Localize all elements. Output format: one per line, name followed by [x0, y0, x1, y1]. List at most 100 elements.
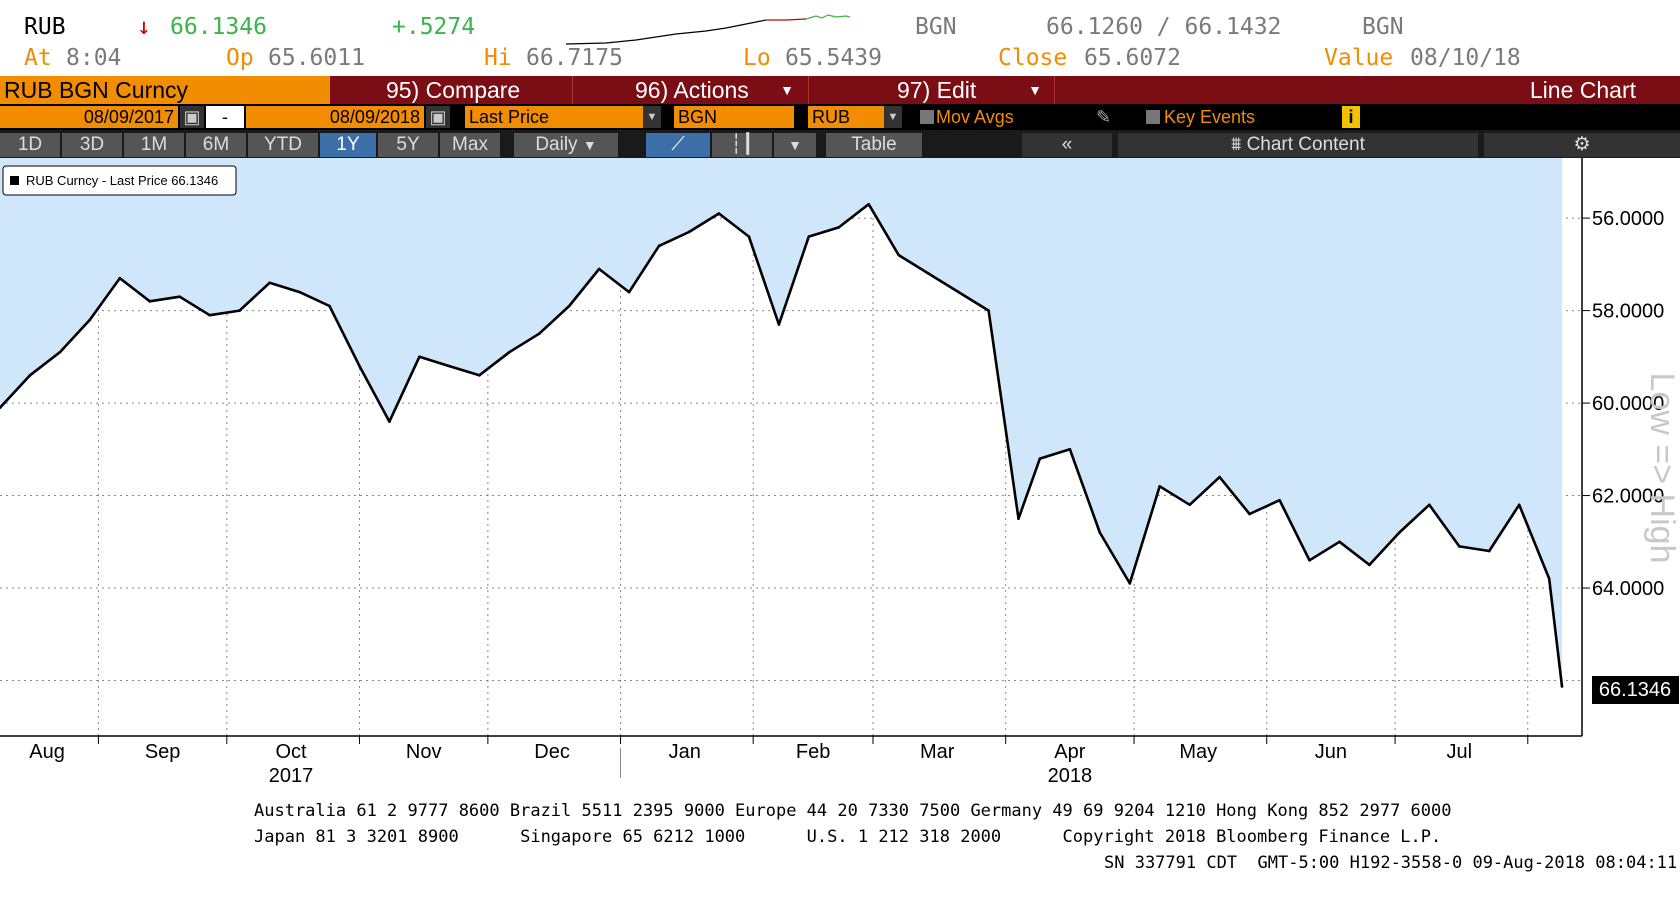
series-area — [0, 158, 1562, 687]
chevron-down-icon[interactable]: ▼ — [643, 106, 661, 128]
data-point — [567, 304, 571, 308]
info-icon[interactable]: i — [1342, 106, 1360, 128]
close-label: Close — [998, 45, 1068, 71]
data-point — [1188, 503, 1191, 507]
data-point — [58, 350, 62, 354]
x-tick-label: Oct — [275, 741, 307, 763]
legend-box — [2, 165, 237, 196]
edit-label: 97) Edit — [897, 77, 977, 103]
key-events-checkbox[interactable] — [1146, 110, 1160, 124]
data-point — [507, 350, 511, 354]
currency-field[interactable]: RUB — [808, 106, 884, 128]
period-button-ytd[interactable]: YTD — [248, 133, 318, 157]
collapse-button[interactable]: « — [1022, 133, 1112, 157]
data-point — [298, 290, 301, 294]
x-tick-label: Sep — [145, 741, 181, 763]
down-arrow-icon: ↓ — [137, 14, 151, 40]
chevron-down-icon[interactable]: ▼ — [774, 133, 816, 157]
data-point — [1517, 503, 1521, 507]
chevron-down-icon: ▼ — [1028, 82, 1042, 98]
compare-button[interactable]: 95) Compare — [386, 77, 521, 103]
chart-type-title: Line Chart — [1054, 76, 1680, 104]
bid-source: BGN — [915, 14, 957, 40]
chart-content-label: Chart Content — [1246, 134, 1365, 155]
legend-swatch — [10, 176, 19, 185]
data-point — [448, 364, 451, 368]
x-tick-label: Nov — [406, 741, 442, 763]
source-field[interactable]: BGN — [674, 106, 794, 128]
data-point — [627, 290, 631, 294]
start-date-field[interactable]: 08/09/2017 — [0, 106, 178, 128]
chevron-down-icon: ▼ — [582, 137, 597, 153]
last-value-label: 66.1346 — [1599, 679, 1671, 701]
data-point — [1308, 558, 1311, 562]
value-date-label: Value — [1324, 45, 1394, 71]
pencil-icon[interactable]: ✎ — [1096, 107, 1112, 127]
low-value: 65.5439 — [785, 45, 882, 71]
chevron-down-icon[interactable]: ▼ — [884, 106, 902, 128]
price-field-select[interactable]: Last Price — [465, 106, 643, 128]
chart-content-icon: ⩩ — [1231, 134, 1242, 155]
edit-menu[interactable]: 97) Edit ▼ — [808, 76, 1050, 104]
end-date-field[interactable]: 08/09/2018 — [246, 106, 424, 128]
x-year-label: 2018 — [1048, 765, 1093, 787]
period-button-1y[interactable]: 1Y — [320, 133, 376, 157]
data-points — [0, 202, 1564, 688]
data-point — [1560, 685, 1564, 688]
period-button-1m[interactable]: 1M — [124, 133, 184, 157]
line-chart-mode-icon[interactable]: ⟋ — [646, 133, 710, 157]
actions-menu[interactable]: 96) Actions ▼ — [572, 76, 802, 104]
period-button-5y[interactable]: 5Y — [378, 133, 438, 157]
data-point — [1457, 545, 1461, 548]
ask-source: BGN — [1362, 14, 1404, 40]
series-line — [0, 202, 1564, 687]
calendar-icon[interactable]: ▣ — [426, 106, 450, 128]
calendar-icon[interactable]: ▣ — [180, 106, 204, 128]
frequency-select[interactable]: Daily ▼ — [514, 133, 618, 157]
data-point — [747, 235, 751, 238]
data-point — [1487, 549, 1491, 553]
period-bar: 1D 3D 1M 6M YTD 1Y 5Y Max Daily ▼ ⟋ ┆┃ ▼ Table … — [0, 130, 1680, 158]
table-button[interactable]: Table — [826, 133, 922, 157]
data-point — [1368, 563, 1371, 567]
period-button-1d[interactable]: 1D — [0, 133, 60, 157]
key-events-label: Key Events — [1164, 107, 1256, 127]
data-point — [1218, 475, 1221, 479]
data-point — [418, 355, 421, 359]
data-point — [208, 313, 211, 317]
x-tick-label: Apr — [1054, 741, 1085, 763]
chevron-down-icon: ▼ — [780, 82, 794, 98]
quote-header: RUB ↓ 66.1346 +.5274 BGN 66.1260 / 66.14… — [0, 0, 1680, 76]
data-point — [867, 202, 871, 206]
security-field[interactable]: RUB BGN Curncy — [0, 76, 330, 104]
high-value: 66.7175 — [526, 45, 623, 71]
bid-ask: 66.1260 / 66.1432 — [1046, 14, 1282, 40]
data-point — [0, 406, 2, 409]
data-point — [148, 300, 152, 303]
period-button-3d[interactable]: 3D — [62, 133, 122, 157]
price-chart[interactable]: 56.0000 58.0000 60.0000 62.0000 64.0000 Aug Se… — [0, 158, 1680, 795]
mov-avgs-checkbox[interactable] — [920, 110, 934, 124]
candle-chart-mode-icon[interactable]: ┆┃ — [712, 133, 772, 157]
y-tick-label: 64.0000 — [1592, 578, 1664, 600]
period-button-max[interactable]: Max — [440, 133, 500, 157]
chart-content-button[interactable]: ⩩ Chart Content — [1118, 133, 1478, 157]
open-value: 65.6011 — [268, 45, 365, 71]
y-tick-label: 62.0000 — [1592, 486, 1664, 508]
net-change: +.5274 — [392, 14, 476, 40]
data-point — [388, 420, 391, 423]
gear-icon[interactable]: ⚙ — [1484, 133, 1680, 157]
data-point — [837, 226, 841, 229]
data-point — [1547, 577, 1551, 581]
data-point — [328, 304, 331, 308]
time-label: At — [24, 45, 52, 71]
value-date: 08/10/18 — [1410, 45, 1521, 71]
area-fill — [0, 158, 1562, 687]
data-point — [1338, 540, 1341, 544]
period-button-6m[interactable]: 6M — [186, 133, 246, 157]
axes: 56.0000 58.0000 60.0000 62.0000 64.0000 Aug Se… — [0, 158, 1664, 787]
data-point — [238, 309, 241, 312]
ticker-label: RUB — [24, 14, 66, 40]
data-point — [597, 267, 601, 271]
x-year-label: 2017 — [269, 765, 314, 787]
